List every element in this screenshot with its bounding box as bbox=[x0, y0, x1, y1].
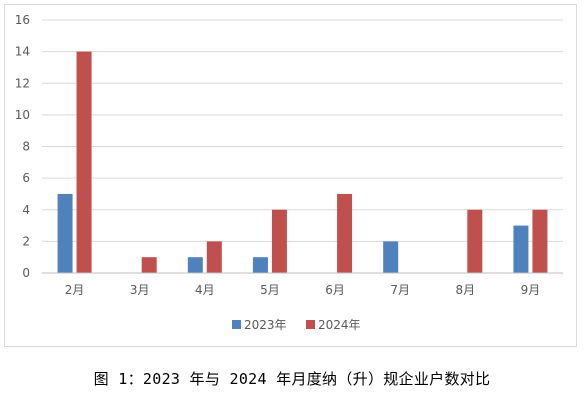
bar-2023年-4月 bbox=[187, 257, 203, 273]
bar-2024年-6月 bbox=[337, 193, 353, 273]
bar-2024年-3月 bbox=[141, 257, 157, 273]
bar-2024年-8月 bbox=[467, 209, 483, 273]
legend-swatch bbox=[306, 320, 315, 329]
x-tick-label: 2月 bbox=[65, 283, 85, 297]
x-tick-label: 4月 bbox=[195, 283, 215, 297]
bar-2023年-5月 bbox=[252, 257, 268, 273]
bar-2023年-7月 bbox=[383, 241, 399, 273]
x-tick-label: 5月 bbox=[260, 283, 280, 297]
figure-caption: 图 1：2023 年与 2024 年月度纳（升）规企业户数对比 bbox=[93, 370, 491, 388]
y-tick-label: 6 bbox=[22, 171, 30, 185]
y-tick-label: 14 bbox=[15, 45, 30, 59]
y-tick-label: 0 bbox=[22, 266, 30, 280]
bar-2024年-5月 bbox=[271, 209, 287, 273]
bar-2023年-2月 bbox=[57, 193, 73, 273]
bar-2024年-4月 bbox=[206, 241, 222, 273]
x-tick-label: 8月 bbox=[455, 283, 475, 297]
y-tick-label: 16 bbox=[15, 13, 30, 27]
chart-frame bbox=[4, 4, 577, 347]
bar-chart: 0 2 4 6 8 10 12 14 16 2月 3月 4月 5月 6月 7月 8月 9月 2023年 2024… bbox=[15, 13, 563, 332]
legend-swatch bbox=[232, 320, 241, 329]
y-tick-label: 2 bbox=[22, 234, 30, 248]
x-axis-ticks: 2月 3月 4月 5月 6月 7月 8月 9月 bbox=[65, 283, 541, 297]
y-axis-ticks: 0 2 4 6 8 10 12 14 16 bbox=[15, 13, 30, 280]
x-tick-label: 6月 bbox=[325, 283, 345, 297]
bar-2023年-9月 bbox=[513, 225, 529, 273]
x-tick-label: 7月 bbox=[390, 283, 410, 297]
x-tick-label: 3月 bbox=[130, 283, 150, 297]
gridlines bbox=[42, 19, 563, 242]
y-tick-label: 12 bbox=[15, 76, 30, 90]
legend: 2023年 2024年 bbox=[232, 318, 361, 332]
bar-2024年-9月 bbox=[532, 209, 548, 273]
legend-label: 2024年 bbox=[318, 318, 361, 332]
legend-label: 2023年 bbox=[244, 318, 287, 332]
y-tick-label: 4 bbox=[22, 203, 30, 217]
bar-2024年-2月 bbox=[76, 51, 92, 273]
bars bbox=[57, 51, 548, 273]
x-tick-label: 9月 bbox=[521, 283, 541, 297]
y-tick-label: 10 bbox=[15, 108, 30, 122]
y-tick-label: 8 bbox=[22, 140, 30, 154]
